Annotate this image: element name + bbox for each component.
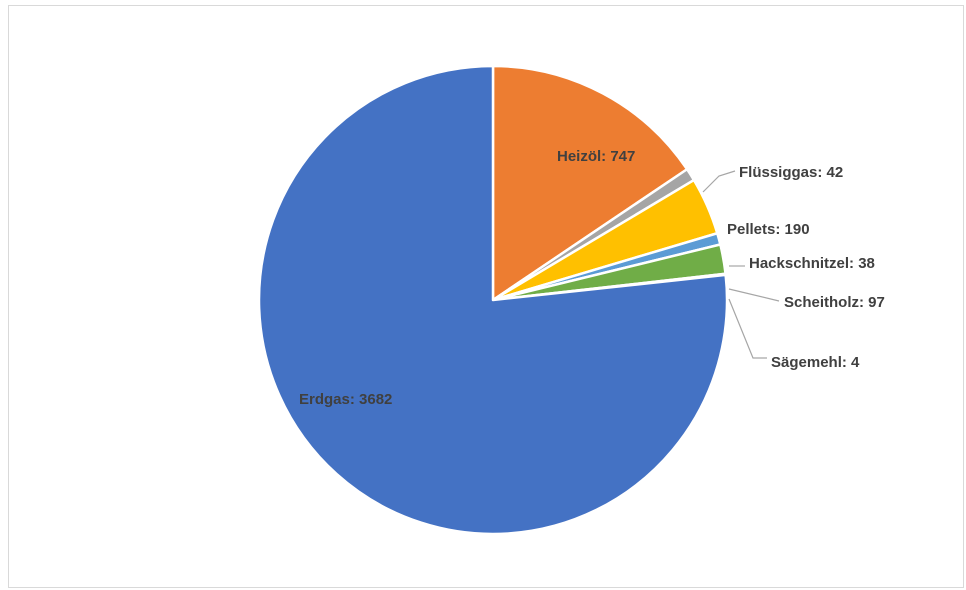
leader-line-fluessiggas [702,170,736,193]
data-label-hackschnitzel: Hackschnitzel: 38 [749,255,875,272]
data-label-erdgas: Erdgas: 3682 [299,391,392,408]
chart-area: Heizöl: 747 Flüssiggas: 42 Pellets: 190 … [8,5,964,588]
data-label-scheitholz: Scheitholz: 97 [784,294,885,311]
pie-slice-erdgas [257,64,729,536]
data-label-fluessiggas: Flüssiggas: 42 [739,164,843,181]
data-label-pellets: Pellets: 190 [727,221,810,238]
pie-slices [257,64,729,536]
leader-line-scheitholz [728,288,780,302]
pie-chart: Heizöl: 747 Flüssiggas: 42 Pellets: 190 … [257,64,885,536]
data-label-heizoel: Heizöl: 747 [557,148,635,165]
leader-lines [702,170,780,359]
pie-slice-heizoel [491,64,689,302]
data-label-saegemehl: Sägemehl: 4 [771,354,860,371]
data-labels: Heizöl: 747 Flüssiggas: 42 Pellets: 190 … [299,148,885,408]
leader-line-saegemehl [728,298,767,359]
